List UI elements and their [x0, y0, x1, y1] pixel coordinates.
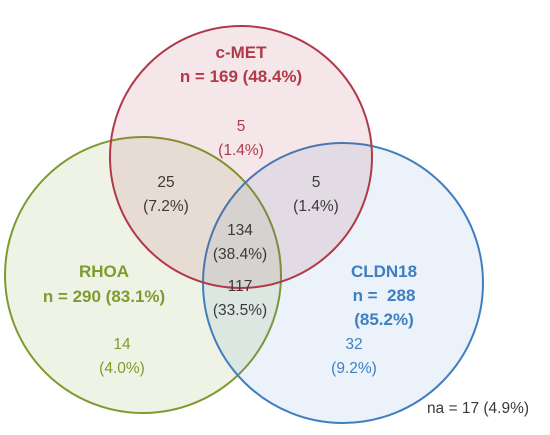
all-three-n: 134 — [227, 222, 253, 239]
cmet-count: n = 169 (48.4%) — [180, 67, 302, 86]
circle-cmet — [109, 25, 373, 289]
all-three-pct: (38.4%) — [213, 246, 267, 263]
rhoa-only-n: 14 — [113, 336, 131, 353]
circle-rhoa — [4, 136, 282, 414]
cmet-name: c-MET — [216, 43, 268, 62]
cldn18-count-line1: n = 288 — [353, 286, 416, 305]
cldn18-count-line2: (85.2%) — [354, 310, 414, 329]
cmet-only-n: 5 — [237, 118, 246, 135]
na-count: na = 17 (4.9%) — [427, 400, 529, 417]
cldn18-name: CLDN18 — [351, 262, 417, 281]
cmet-only-pct: (1.4%) — [218, 142, 264, 159]
cldn18-only-pct: (9.2%) — [331, 360, 377, 377]
rhoa-cmet-n: 25 — [157, 174, 174, 191]
cldn18-only-n: 32 — [345, 336, 362, 353]
cmet-cldn18-pct: (1.4%) — [293, 198, 339, 215]
rhoa-cldn18-pct: (33.5%) — [213, 302, 267, 319]
rhoa-cldn18-n: 117 — [228, 278, 253, 295]
rhoa-count: n = 290 (83.1%) — [43, 287, 165, 306]
rhoa-only-pct: (4.0%) — [99, 360, 145, 377]
rhoa-name: RHOA — [79, 262, 129, 281]
cmet-cldn18-n: 5 — [312, 174, 321, 191]
rhoa-cmet-pct: (7.2%) — [143, 198, 189, 215]
